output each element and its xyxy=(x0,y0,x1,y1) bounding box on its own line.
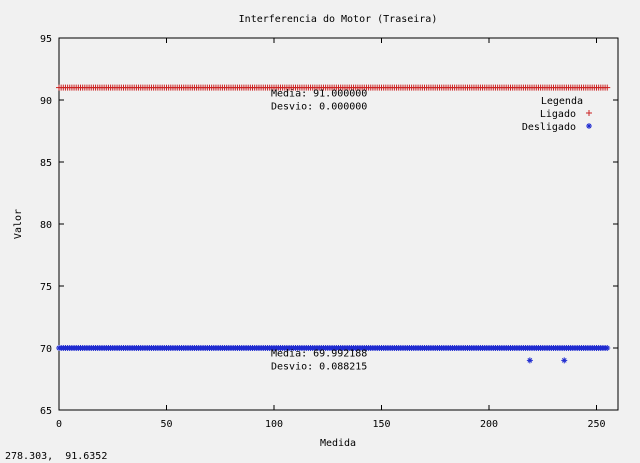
data-point-outlier xyxy=(561,357,568,364)
data-point xyxy=(604,345,611,351)
legend-marker-desligado xyxy=(586,123,592,129)
data-point xyxy=(604,84,611,91)
y-tick-label: 80 xyxy=(40,220,52,231)
data-point-outlier xyxy=(526,357,533,364)
y-tick-label: 65 xyxy=(40,406,52,417)
x-tick-label: 50 xyxy=(160,419,172,430)
y-tick-label: 75 xyxy=(40,282,52,293)
y-tick-label: 90 xyxy=(40,96,52,107)
annotation-text: Desvio: 0.000000 xyxy=(271,101,367,112)
axis-ticks: 0 50 100 150 200 250 65 70 75 80 85 90 95 xyxy=(40,34,618,430)
chart-title: Interferencia do Motor (Traseira) xyxy=(239,14,438,25)
annotation-text: Media: 69.992188 xyxy=(271,349,367,360)
y-tick-label: 70 xyxy=(40,344,52,355)
x-tick-label: 250 xyxy=(587,419,605,430)
legend-entries: Ligado Desligado xyxy=(522,109,592,133)
y-tick-label: 95 xyxy=(40,34,52,45)
annotation-text: Media: 91.000000 xyxy=(271,88,367,99)
legend-label-desligado: Desligado xyxy=(522,122,576,133)
annotation-layer: Media: 91.000000 Desvio: 0.000000 Media: 6… xyxy=(271,88,367,372)
legend-label-ligado: Ligado xyxy=(540,109,576,120)
y-axis-label: Valor xyxy=(13,209,24,239)
coordinate-readout: 278.303, 91.6352 xyxy=(5,451,108,462)
x-axis-label: Medida xyxy=(320,438,356,449)
x-tick-label: 150 xyxy=(372,419,390,430)
legend-marker-ligado xyxy=(586,110,592,116)
x-tick-label: 200 xyxy=(480,419,498,430)
series-desligado xyxy=(56,345,611,364)
x-tick-label: 100 xyxy=(265,419,283,430)
legend: Legenda Ligado Desligado xyxy=(522,96,592,133)
y-tick-label: 85 xyxy=(40,158,52,169)
legend-title: Legenda xyxy=(541,96,583,107)
series-ligado xyxy=(56,84,611,91)
annotation-text: Desvio: 0.088215 xyxy=(271,362,367,373)
x-tick-label: 0 xyxy=(56,419,62,430)
series-layer xyxy=(56,84,611,364)
